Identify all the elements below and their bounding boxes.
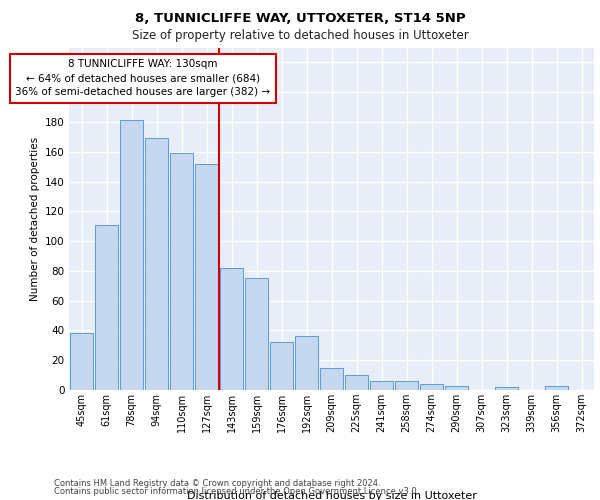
Bar xyxy=(545,386,568,390)
Bar xyxy=(245,278,268,390)
Bar xyxy=(120,120,143,390)
Bar xyxy=(220,268,243,390)
Bar xyxy=(145,138,168,390)
Bar xyxy=(395,381,418,390)
Bar xyxy=(70,334,93,390)
Text: Contains HM Land Registry data © Crown copyright and database right 2024.: Contains HM Land Registry data © Crown c… xyxy=(54,479,380,488)
Bar xyxy=(420,384,443,390)
Text: Contains public sector information licensed under the Open Government Licence v3: Contains public sector information licen… xyxy=(54,487,419,496)
Y-axis label: Number of detached properties: Number of detached properties xyxy=(29,136,40,301)
Bar xyxy=(170,153,193,390)
Bar xyxy=(495,387,518,390)
X-axis label: Distribution of detached houses by size in Uttoxeter: Distribution of detached houses by size … xyxy=(187,490,476,500)
Bar xyxy=(345,375,368,390)
Text: 8, TUNNICLIFFE WAY, UTTOXETER, ST14 5NP: 8, TUNNICLIFFE WAY, UTTOXETER, ST14 5NP xyxy=(134,12,466,25)
Text: 8 TUNNICLIFFE WAY: 130sqm
← 64% of detached houses are smaller (684)
36% of semi: 8 TUNNICLIFFE WAY: 130sqm ← 64% of detac… xyxy=(15,60,271,98)
Bar xyxy=(320,368,343,390)
Bar xyxy=(295,336,318,390)
Bar xyxy=(95,224,118,390)
Bar xyxy=(370,381,393,390)
Bar xyxy=(195,164,218,390)
Text: Size of property relative to detached houses in Uttoxeter: Size of property relative to detached ho… xyxy=(131,29,469,42)
Bar xyxy=(445,386,468,390)
Bar xyxy=(270,342,293,390)
